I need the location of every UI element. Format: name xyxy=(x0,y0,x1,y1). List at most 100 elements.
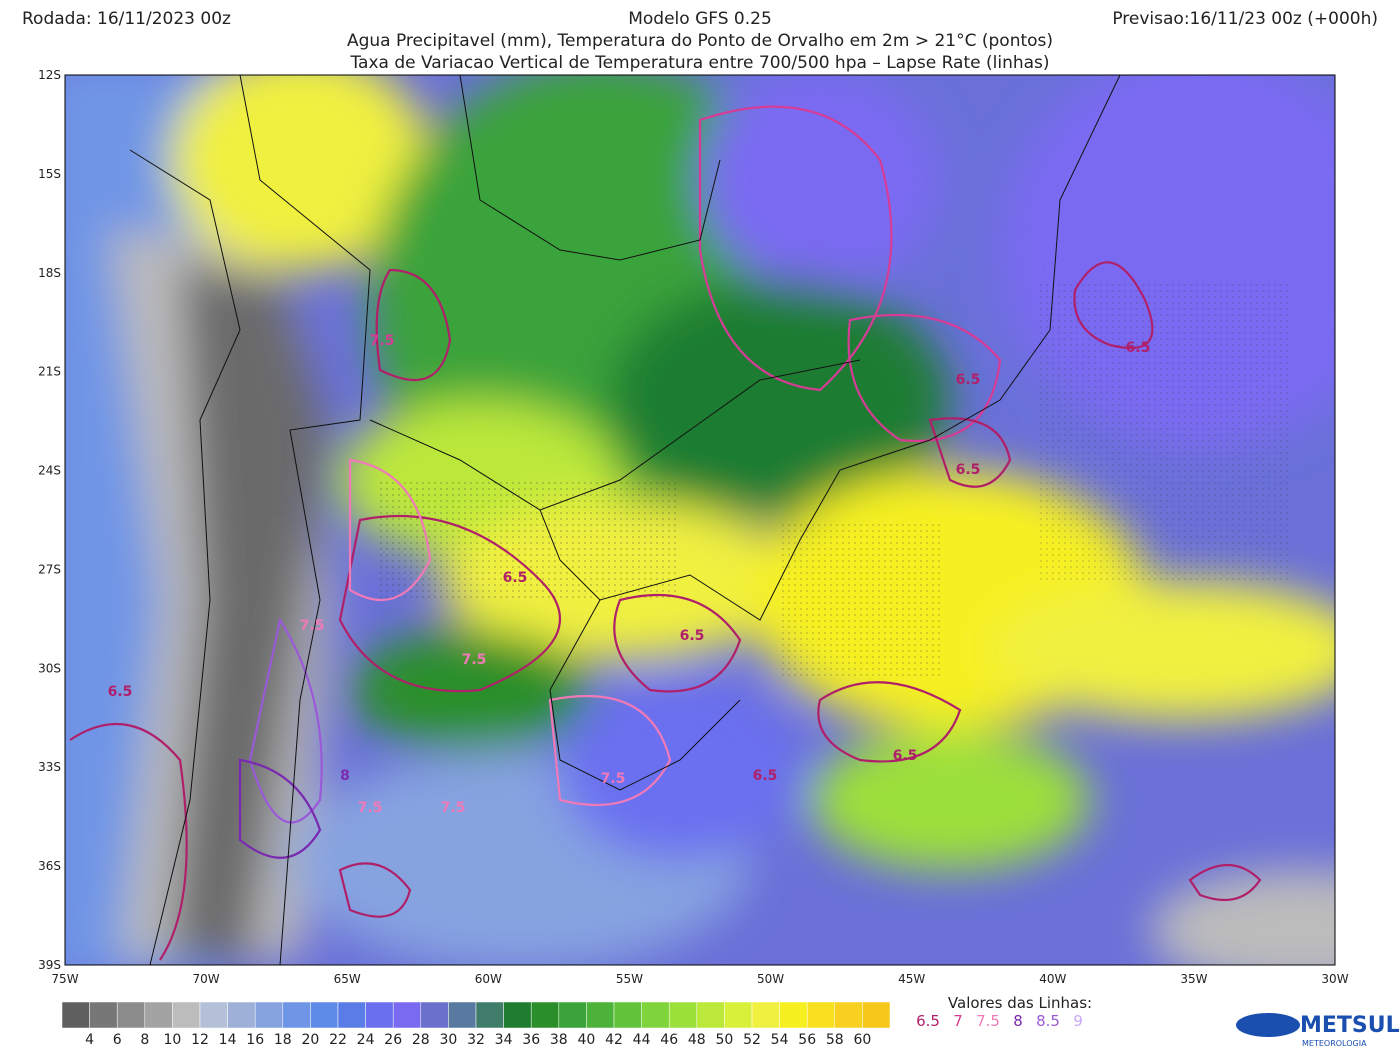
line-legend-value: 7.5 xyxy=(976,1012,1000,1030)
contour-label: 6.5 xyxy=(1126,340,1151,356)
logo-name: METSUL xyxy=(1300,1013,1400,1038)
colorbar-label: 54 xyxy=(771,1032,789,1048)
lat-label: 39S xyxy=(38,958,61,972)
subtitle: Taxa de Variacao Vertical de Temperatura… xyxy=(349,53,1049,73)
colorbar-swatch xyxy=(503,1001,532,1029)
contour-label: 6.5 xyxy=(503,570,528,586)
lat-label: 33S xyxy=(38,760,61,774)
colorbar-label: 30 xyxy=(439,1032,457,1048)
colorbar-swatch xyxy=(475,1001,504,1029)
contour-label: 6.5 xyxy=(956,462,981,478)
colorbar-label: 28 xyxy=(412,1032,430,1048)
colorbar-swatch xyxy=(89,1001,118,1029)
colorbar-swatch xyxy=(724,1001,753,1029)
colorbar-label: 18 xyxy=(274,1032,292,1048)
colorbar-swatch xyxy=(199,1001,228,1029)
subtitle: Agua Precipitavel (mm), Temperatura do P… xyxy=(347,31,1053,51)
map-field xyxy=(65,75,1335,965)
colorbar-swatch xyxy=(613,1001,642,1029)
borders xyxy=(129,75,1121,965)
colorbar-label: 8 xyxy=(140,1032,149,1048)
colorbar-label: 48 xyxy=(688,1032,706,1048)
logo-subtitle: METEOROLOGIA xyxy=(1302,1039,1367,1048)
lon-label: 40W xyxy=(1039,972,1066,986)
colorbar-swatch xyxy=(806,1001,836,1029)
lapse-rate-lines xyxy=(69,105,1262,961)
lon-label: 75W xyxy=(51,972,78,986)
colorbar-swatch xyxy=(172,1001,201,1029)
line-legend-value: 8 xyxy=(1013,1012,1023,1030)
colorbar-swatch xyxy=(254,1001,284,1029)
contour-label: 7.5 xyxy=(300,618,325,634)
lon-label: 50W xyxy=(757,972,784,986)
colorbar-label: 58 xyxy=(826,1032,844,1048)
run-label: Rodada: 16/11/2023 00z xyxy=(22,9,231,29)
contour-label: 6.5 xyxy=(108,684,133,700)
colorbar-swatch xyxy=(337,1001,366,1029)
lon-label: 65W xyxy=(334,972,361,986)
colorbar-label: 22 xyxy=(329,1032,347,1048)
colorbar-label: 20 xyxy=(301,1032,319,1048)
model-label: Modelo GFS 0.25 xyxy=(628,9,772,29)
contour-label: 6.5 xyxy=(893,748,918,764)
colorbar-label: 14 xyxy=(219,1032,237,1048)
contour-label: 7.5 xyxy=(370,333,395,349)
lon-label: 55W xyxy=(616,972,643,986)
colorbar-label: 46 xyxy=(660,1032,678,1048)
colorbar-label: 52 xyxy=(743,1032,761,1048)
lat-label: 21S xyxy=(38,365,61,379)
lat-label: 12S xyxy=(38,68,61,82)
colorbar-label: 56 xyxy=(798,1032,816,1048)
colorbar-label: 42 xyxy=(605,1032,623,1048)
lat-label: 30S xyxy=(38,661,61,675)
map-frame xyxy=(64,74,1336,966)
colorbar-swatch xyxy=(448,1001,477,1029)
colorbar-swatch xyxy=(116,1001,146,1029)
colorbar-label: 32 xyxy=(467,1032,485,1048)
colorbar-label: 34 xyxy=(495,1032,513,1048)
colorbar-label: 60 xyxy=(853,1032,871,1048)
colorbar-swatch xyxy=(779,1001,808,1029)
lon-label: 60W xyxy=(475,972,502,986)
contour-label: 6.5 xyxy=(956,372,981,388)
lat-label: 36S xyxy=(38,859,61,873)
lat-label: 15S xyxy=(38,167,61,181)
lat-label: 18S xyxy=(38,266,61,280)
colorbar-swatch xyxy=(227,1001,256,1029)
contour-label: 6.5 xyxy=(753,768,778,784)
contour-label: 7.5 xyxy=(462,652,487,668)
lon-label: 35W xyxy=(1180,972,1207,986)
lon-label: 45W xyxy=(898,972,925,986)
colorbar-swatch xyxy=(144,1001,173,1029)
colorbar-swatch xyxy=(751,1001,780,1029)
colorbar-label: 6 xyxy=(113,1032,122,1048)
colorbar-swatch xyxy=(61,1001,90,1029)
contour-label: 7.5 xyxy=(601,771,626,787)
lon-label: 30W xyxy=(1321,972,1348,986)
line-legend-title: Valores das Linhas: xyxy=(948,994,1092,1012)
colorbar-swatch xyxy=(668,1001,698,1029)
colorbar-swatch xyxy=(420,1001,449,1029)
logo: METSUL METEOROLOGIA xyxy=(1236,1013,1400,1048)
contour-label: 6.5 xyxy=(680,628,705,644)
colorbar-label: 38 xyxy=(550,1032,568,1048)
logo-globe xyxy=(1236,1013,1300,1037)
colorbar-label: 44 xyxy=(633,1032,651,1048)
colorbar-label: 40 xyxy=(577,1032,595,1048)
colorbar-swatch xyxy=(586,1001,615,1029)
contour-label: 7.5 xyxy=(441,800,466,816)
line-legend-value: 8.5 xyxy=(1036,1012,1060,1030)
colorbar-swatch xyxy=(530,1001,560,1029)
colorbar-label: 36 xyxy=(522,1032,540,1048)
lat-label: 27S xyxy=(38,562,61,576)
lat-label: 24S xyxy=(38,464,61,478)
colorbar-label: 26 xyxy=(384,1032,402,1048)
colorbar-swatch xyxy=(862,1001,891,1029)
colorbar-swatch xyxy=(834,1001,863,1029)
forecast-label: Previsao:16/11/23 00z (+000h) xyxy=(1112,9,1378,29)
colorbar-label: 50 xyxy=(715,1032,733,1048)
colorbar-swatch xyxy=(282,1001,311,1029)
colorbar-label: 10 xyxy=(163,1032,181,1048)
colorbar-swatch xyxy=(696,1001,725,1029)
